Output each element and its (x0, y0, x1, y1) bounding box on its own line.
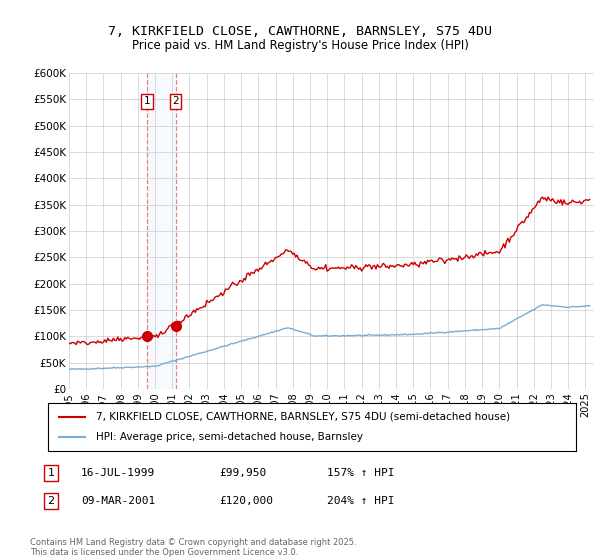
Text: HPI: Average price, semi-detached house, Barnsley: HPI: Average price, semi-detached house,… (95, 432, 362, 442)
Text: Price paid vs. HM Land Registry's House Price Index (HPI): Price paid vs. HM Land Registry's House … (131, 39, 469, 52)
Text: 1: 1 (47, 468, 55, 478)
Bar (147, 73, 176, 389)
Text: 09-MAR-2001: 09-MAR-2001 (81, 496, 155, 506)
Text: 2: 2 (172, 96, 179, 106)
Text: 7, KIRKFIELD CLOSE, CAWTHORNE, BARNSLEY, S75 4DU (semi-detached house): 7, KIRKFIELD CLOSE, CAWTHORNE, BARNSLEY,… (95, 412, 509, 422)
Text: 204% ↑ HPI: 204% ↑ HPI (327, 496, 395, 506)
Text: 16-JUL-1999: 16-JUL-1999 (81, 468, 155, 478)
Text: 157% ↑ HPI: 157% ↑ HPI (327, 468, 395, 478)
Text: £120,000: £120,000 (219, 496, 273, 506)
Text: 1: 1 (144, 96, 151, 106)
Text: Contains HM Land Registry data © Crown copyright and database right 2025.
This d: Contains HM Land Registry data © Crown c… (30, 538, 356, 557)
Text: £99,950: £99,950 (219, 468, 266, 478)
Text: 2: 2 (47, 496, 55, 506)
Text: 7, KIRKFIELD CLOSE, CAWTHORNE, BARNSLEY, S75 4DU: 7, KIRKFIELD CLOSE, CAWTHORNE, BARNSLEY,… (108, 25, 492, 38)
